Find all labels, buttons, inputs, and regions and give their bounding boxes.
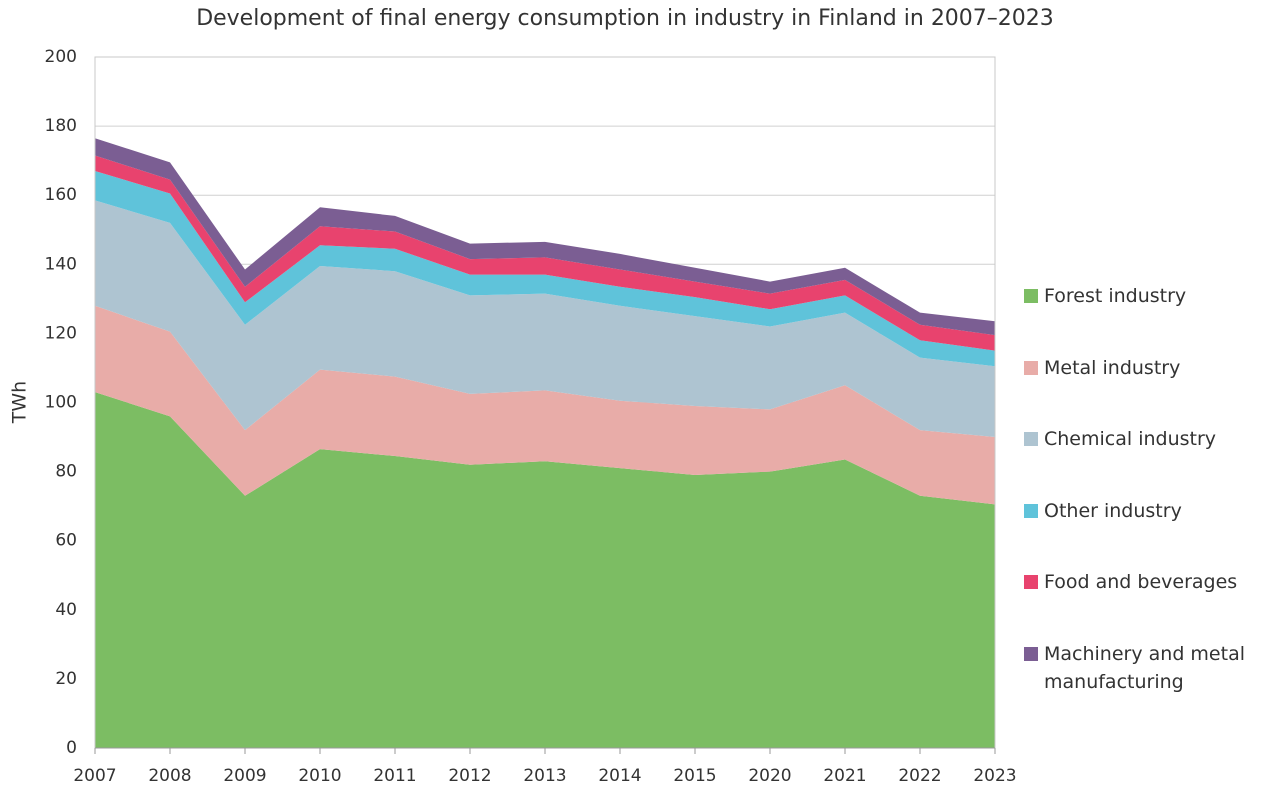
legend-swatch [1024,647,1038,661]
y-tick-label: 20 [55,669,77,689]
area [95,200,995,438]
y-tick-label: 0 [66,738,77,758]
y-tick-label: 40 [55,600,77,620]
y-tick-label: 100 [45,393,77,413]
legend-item: Metal industry [1024,354,1180,382]
y-tick-label: 120 [45,323,77,343]
x-tick-label: 2007 [73,766,116,786]
legend-swatch [1024,289,1038,303]
y-tick-label: 160 [45,185,77,205]
area [95,305,995,505]
y-tick-label: 60 [55,531,77,551]
legend-swatch [1024,360,1038,375]
legend-label: Other industry [1044,499,1182,522]
legend-item: Chemical industry [1024,425,1216,453]
x-tick-label: 2022 [898,766,941,786]
legend-label: Machinery and metal manufacturing [1044,643,1245,693]
x-tick-label: 2023 [973,766,1016,786]
legend-label: Food and beverages [1044,571,1238,594]
legend-item: Machinery and metal manufacturing [1024,640,1276,696]
legend-swatch [1024,503,1038,518]
legend-item: Other industry [1024,497,1182,525]
y-tick-label: 200 [45,47,77,67]
y-tick-label: 80 [55,462,77,482]
area [95,138,995,336]
x-tick-label: 2012 [448,766,491,786]
legend-label: Forest industry [1044,285,1187,307]
x-tick-label: 2015 [673,766,716,786]
area [95,155,995,351]
x-tick-label: 2021 [823,766,866,786]
legend-swatch [1024,432,1038,447]
y-axis-label: TWh [9,381,31,424]
legend-swatch [1024,575,1038,590]
legend-item: Forest industry [1024,282,1186,310]
x-tick-label: 2010 [298,766,341,786]
area [95,392,995,748]
x-tick-label: 2011 [373,766,416,786]
x-tick-label: 2013 [523,766,566,786]
chart-title: Development of final energy consumption … [196,6,1054,31]
area [95,171,995,367]
x-tick-label: 2014 [598,766,641,786]
x-tick-label: 2020 [748,766,791,786]
legend-label: Metal industry [1044,356,1181,379]
x-tick-label: 2009 [223,766,266,786]
y-tick-label: 180 [45,116,77,136]
legend-item: Food and beverages [1024,568,1237,596]
legend-label: Chemical industry [1044,428,1217,451]
x-tick-label: 2008 [148,766,191,786]
y-tick-label: 140 [45,254,77,274]
